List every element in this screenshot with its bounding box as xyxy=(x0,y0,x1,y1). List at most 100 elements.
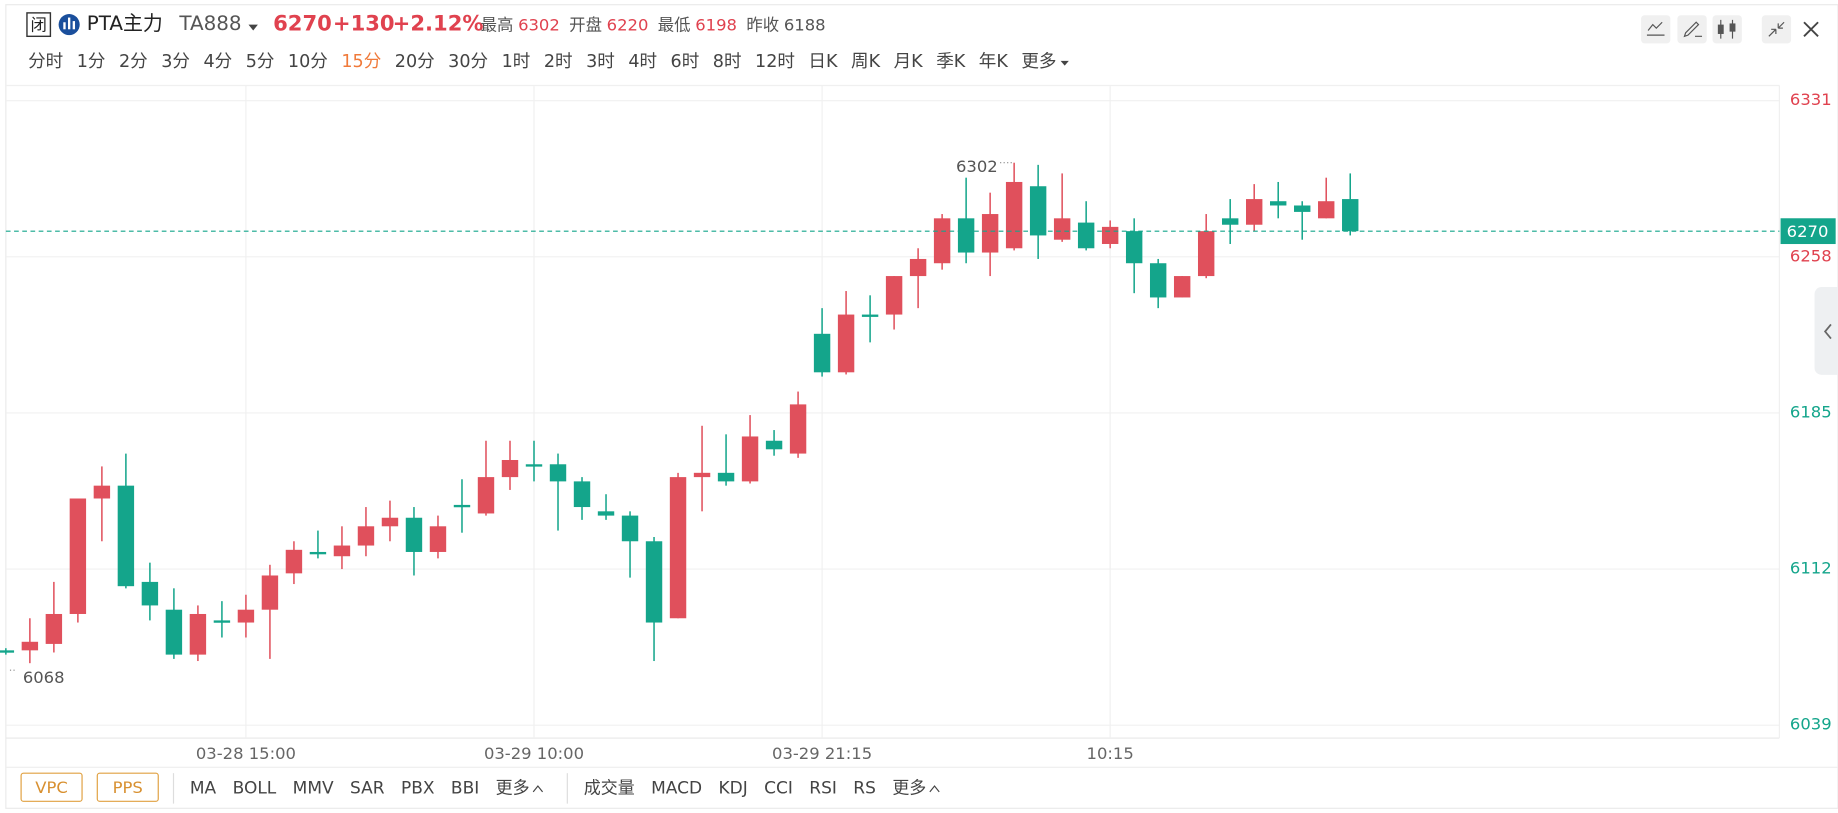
period-button[interactable]: 6时 xyxy=(671,52,700,72)
icon-bar xyxy=(63,22,66,30)
period-button[interactable]: 季K xyxy=(936,52,966,72)
code[interactable]: TA888 xyxy=(178,12,241,35)
indicator-button[interactable]: RSI xyxy=(809,778,837,798)
indicator-button[interactable]: MMV xyxy=(293,778,334,798)
candle-body xyxy=(981,214,999,253)
indicator-button[interactable]: RS xyxy=(853,778,876,798)
candle-body xyxy=(309,551,327,555)
x-tick-label: 03-29 10:00 xyxy=(484,744,584,763)
candle-body xyxy=(1005,181,1023,249)
indicator-button[interactable]: 更多 xyxy=(496,778,530,798)
period-button[interactable]: 4分 xyxy=(203,52,232,72)
candle-body xyxy=(1245,199,1263,225)
tool-button[interactable] xyxy=(1641,15,1671,44)
tool-icon xyxy=(1768,21,1785,37)
candle-body xyxy=(573,481,591,508)
indicator-button[interactable]: MACD xyxy=(651,778,702,798)
candle-body xyxy=(381,517,399,527)
indicator-button[interactable]: KDJ xyxy=(718,778,747,798)
symbol[interactable]: PTA主力 xyxy=(87,12,163,35)
candle-body xyxy=(693,472,711,478)
candle-body xyxy=(861,314,879,317)
dropdown-arrow xyxy=(1060,60,1069,66)
period-button[interactable]: 2分 xyxy=(119,52,148,72)
tool-button[interactable] xyxy=(1677,15,1707,44)
indicator-button[interactable]: CCI xyxy=(764,778,793,798)
period-button[interactable]: 12时 xyxy=(755,52,795,72)
candle-body xyxy=(357,526,375,546)
candle-body xyxy=(717,472,735,482)
stat-label: 开盘 xyxy=(569,15,602,34)
y-tick-label: 6258 xyxy=(1790,246,1832,265)
candle-body xyxy=(261,575,279,610)
period-button[interactable]: 1分 xyxy=(77,52,106,72)
candle-body xyxy=(765,440,783,450)
candle-body xyxy=(789,404,807,454)
period-button[interactable]: 日K xyxy=(808,52,838,72)
indicator-button[interactable]: BBI xyxy=(451,778,479,798)
period-button[interactable]: 3分 xyxy=(161,52,190,72)
last-price-tag xyxy=(1780,218,1836,245)
period-button[interactable]: 1时 xyxy=(502,52,531,72)
stat-label: 最低 xyxy=(658,15,691,34)
candle-body xyxy=(165,609,183,655)
period-button[interactable]: 月K xyxy=(894,52,924,72)
candle-body xyxy=(525,464,543,467)
period-button[interactable]: 15分 xyxy=(341,52,381,72)
candle-body xyxy=(549,464,567,482)
period-button[interactable]: 分时 xyxy=(28,52,63,72)
period-button[interactable]: 20分 xyxy=(395,52,435,72)
period-button[interactable]: 10分 xyxy=(288,52,328,72)
candle-body xyxy=(957,218,975,253)
stat-label: 昨收 xyxy=(746,15,779,34)
status: 闭 xyxy=(30,15,46,34)
period-button[interactable]: 2时 xyxy=(544,52,573,72)
toolbar xyxy=(1641,15,1819,44)
dropdown-arrow[interactable] xyxy=(248,24,258,31)
indicator-button[interactable]: BOLL xyxy=(233,778,277,798)
period-button[interactable]: 5分 xyxy=(246,52,275,72)
indicator-button[interactable]: 成交量 xyxy=(584,778,635,798)
candle-body xyxy=(285,549,303,574)
y-tick-label: 6331 xyxy=(1790,90,1832,109)
candle-body xyxy=(453,504,471,508)
candle-body xyxy=(621,515,639,542)
candle-body xyxy=(1270,201,1287,206)
candle-body xyxy=(1294,205,1311,212)
period-button[interactable]: 30分 xyxy=(448,52,488,72)
change-pct: +2.12% xyxy=(393,11,484,36)
candle-body xyxy=(669,477,687,619)
period-button[interactable]: 4时 xyxy=(628,52,657,72)
indicator-button[interactable]: PBX xyxy=(401,778,435,798)
overlay-label: VPC xyxy=(35,778,68,797)
overlay-label: PPS xyxy=(113,778,143,797)
x-tick-label: 03-28 15:00 xyxy=(196,744,296,763)
overlay-button[interactable] xyxy=(96,772,159,802)
candle-body xyxy=(813,333,831,373)
low-label: 6068 xyxy=(23,668,65,687)
period-button[interactable]: 更多 xyxy=(1021,52,1056,72)
indicator-button[interactable]: 更多 xyxy=(892,778,926,798)
candle-body xyxy=(405,517,423,552)
period-button[interactable]: 年K xyxy=(979,52,1009,72)
candle-body xyxy=(1149,263,1167,298)
candle-body xyxy=(933,218,951,264)
overlay-button[interactable] xyxy=(20,772,83,802)
tool-button[interactable] xyxy=(1712,15,1742,44)
period-button[interactable]: 周K xyxy=(851,52,881,72)
close-button[interactable] xyxy=(1803,21,1819,37)
tool-icon xyxy=(1646,21,1665,36)
stat-value: 6198 xyxy=(695,15,737,34)
period-button[interactable]: 3时 xyxy=(586,52,615,72)
candle-body xyxy=(45,613,63,644)
indicator-button[interactable]: MA xyxy=(190,778,217,798)
candle-body xyxy=(1342,199,1359,232)
candle-body xyxy=(1221,218,1239,225)
candle-body xyxy=(1318,201,1335,219)
candle-body xyxy=(1173,276,1191,298)
candle-body xyxy=(69,498,87,614)
period-button[interactable]: 8时 xyxy=(713,52,742,72)
indicator-button[interactable]: SAR xyxy=(350,778,385,798)
